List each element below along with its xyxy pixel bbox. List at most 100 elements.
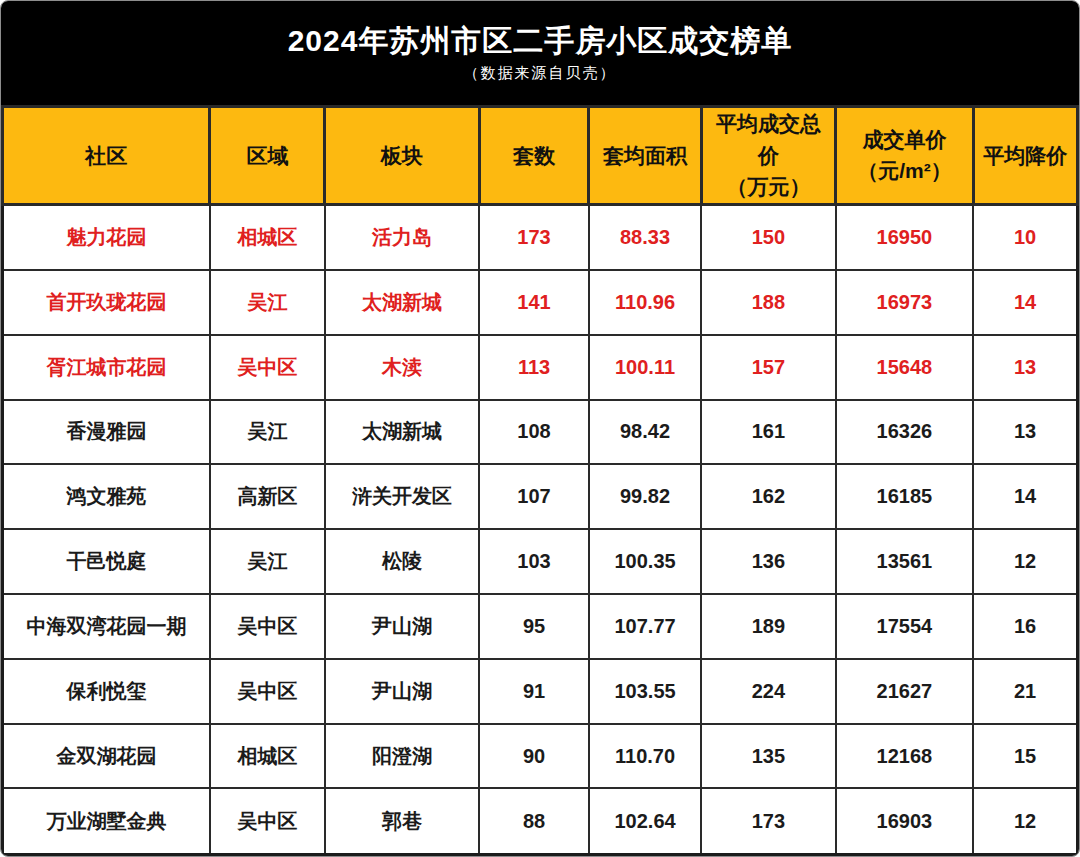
cell-plate: 太湖新城 [325, 270, 479, 335]
cell-unit-price: 13561 [836, 529, 974, 594]
data-source-note: （数据来源自贝壳） [464, 65, 617, 80]
cell-avg-total-price: 136 [701, 529, 835, 594]
cell-community: 鸿文雅苑 [3, 464, 210, 529]
col-header-unit-price: 成交单价 （元/m²） [836, 107, 974, 205]
cell-district: 吴中区 [210, 594, 325, 659]
cell-avg-total-price: 173 [701, 788, 835, 854]
cell-district: 吴江 [210, 400, 325, 465]
cell-avg-discount: 13 [973, 400, 1077, 465]
cell-units: 95 [479, 594, 589, 659]
cell-plate: 尹山湖 [325, 594, 479, 659]
table-header: 社区 区域 板块 套数 套均面积 平均成交总价 （万元） 成交单价 （元/m²）… [3, 107, 1078, 205]
cell-community: 中海双湾花园一期 [3, 594, 210, 659]
table-row: 万业湖墅金典吴中区郭巷88102.641731690312 [3, 788, 1078, 854]
table-row: 金双湖花园相城区阳澄湖90110.701351216815 [3, 724, 1078, 789]
cell-plate: 活力岛 [325, 204, 479, 270]
header-row: 社区 区域 板块 套数 套均面积 平均成交总价 （万元） 成交单价 （元/m²）… [3, 107, 1078, 205]
cell-avg-area: 88.33 [589, 204, 701, 270]
cell-avg-total-price: 224 [701, 659, 835, 724]
cell-avg-discount: 13 [973, 335, 1077, 400]
cell-unit-price: 15648 [836, 335, 974, 400]
cell-avg-total-price: 162 [701, 464, 835, 529]
cell-avg-total-price: 189 [701, 594, 835, 659]
cell-units: 113 [479, 335, 589, 400]
col-header-avg-total-price: 平均成交总价 （万元） [701, 107, 835, 205]
cell-units: 108 [479, 400, 589, 465]
cell-plate: 太湖新城 [325, 400, 479, 465]
cell-unit-price: 21627 [836, 659, 974, 724]
cell-community: 干邑悦庭 [3, 529, 210, 594]
cell-avg-total-price: 161 [701, 400, 835, 465]
table-row: 首开玖珑花园吴江太湖新城141110.961881697314 [3, 270, 1078, 335]
table-row: 中海双湾花园一期吴中区尹山湖95107.771891755416 [3, 594, 1078, 659]
ranking-table: 社区 区域 板块 套数 套均面积 平均成交总价 （万元） 成交单价 （元/m²）… [1, 105, 1079, 856]
cell-community: 金双湖花园 [3, 724, 210, 789]
cell-district: 吴中区 [210, 659, 325, 724]
col-header-avg-area: 套均面积 [589, 107, 701, 205]
cell-unit-price: 12168 [836, 724, 974, 789]
cell-plate: 阳澄湖 [325, 724, 479, 789]
cell-avg-area: 99.82 [589, 464, 701, 529]
table-row: 香漫雅园吴江太湖新城10898.421611632613 [3, 400, 1078, 465]
cell-plate: 木渎 [325, 335, 479, 400]
cell-avg-area: 98.42 [589, 400, 701, 465]
table-row: 胥江城市花园吴中区木渎113100.111571564813 [3, 335, 1078, 400]
cell-avg-area: 100.11 [589, 335, 701, 400]
cell-district: 相城区 [210, 724, 325, 789]
cell-community: 香漫雅园 [3, 400, 210, 465]
cell-avg-discount: 10 [973, 204, 1077, 270]
cell-units: 141 [479, 270, 589, 335]
cell-district: 高新区 [210, 464, 325, 529]
cell-unit-price: 16185 [836, 464, 974, 529]
col-header-community: 社区 [3, 107, 210, 205]
cell-avg-discount: 12 [973, 788, 1077, 854]
cell-avg-area: 102.64 [589, 788, 701, 854]
cell-unit-price: 16326 [836, 400, 974, 465]
cell-unit-price: 17554 [836, 594, 974, 659]
cell-avg-discount: 21 [973, 659, 1077, 724]
cell-plate: 松陵 [325, 529, 479, 594]
cell-district: 吴江 [210, 270, 325, 335]
cell-avg-discount: 16 [973, 594, 1077, 659]
cell-community: 魅力花园 [3, 204, 210, 270]
infographic-frame: 2024年苏州市区二手房小区成交榜单 （数据来源自贝壳） 社区 区域 板块 套数… [0, 0, 1080, 857]
cell-plate: 尹山湖 [325, 659, 479, 724]
cell-plate: 浒关开发区 [325, 464, 479, 529]
cell-avg-total-price: 188 [701, 270, 835, 335]
cell-units: 107 [479, 464, 589, 529]
cell-community: 胥江城市花园 [3, 335, 210, 400]
cell-avg-area: 103.55 [589, 659, 701, 724]
col-header-plate: 板块 [325, 107, 479, 205]
table-row: 保利悦玺吴中区尹山湖91103.552242162721 [3, 659, 1078, 724]
cell-avg-area: 107.77 [589, 594, 701, 659]
cell-district: 吴中区 [210, 788, 325, 854]
cell-community: 万业湖墅金典 [3, 788, 210, 854]
cell-units: 103 [479, 529, 589, 594]
table-body: 魅力花园相城区活力岛17388.331501695010首开玖珑花园吴江太湖新城… [3, 204, 1078, 855]
cell-avg-area: 110.70 [589, 724, 701, 789]
col-header-avg-discount: 平均降价 [973, 107, 1077, 205]
table-row: 干邑悦庭吴江松陵103100.351361356112 [3, 529, 1078, 594]
cell-unit-price: 16903 [836, 788, 974, 854]
cell-units: 90 [479, 724, 589, 789]
cell-district: 吴江 [210, 529, 325, 594]
cell-avg-total-price: 135 [701, 724, 835, 789]
title-band: 2024年苏州市区二手房小区成交榜单 （数据来源自贝壳） [1, 1, 1079, 105]
cell-unit-price: 16950 [836, 204, 974, 270]
cell-units: 88 [479, 788, 589, 854]
cell-plate: 郭巷 [325, 788, 479, 854]
cell-avg-discount: 15 [973, 724, 1077, 789]
cell-district: 吴中区 [210, 335, 325, 400]
cell-avg-area: 110.96 [589, 270, 701, 335]
cell-avg-total-price: 157 [701, 335, 835, 400]
cell-avg-discount: 14 [973, 464, 1077, 529]
cell-units: 91 [479, 659, 589, 724]
cell-avg-discount: 12 [973, 529, 1077, 594]
table-row: 鸿文雅苑高新区浒关开发区10799.821621618514 [3, 464, 1078, 529]
cell-unit-price: 16973 [836, 270, 974, 335]
cell-units: 173 [479, 204, 589, 270]
col-header-district: 区域 [210, 107, 325, 205]
cell-avg-area: 100.35 [589, 529, 701, 594]
cell-community: 保利悦玺 [3, 659, 210, 724]
cell-avg-total-price: 150 [701, 204, 835, 270]
